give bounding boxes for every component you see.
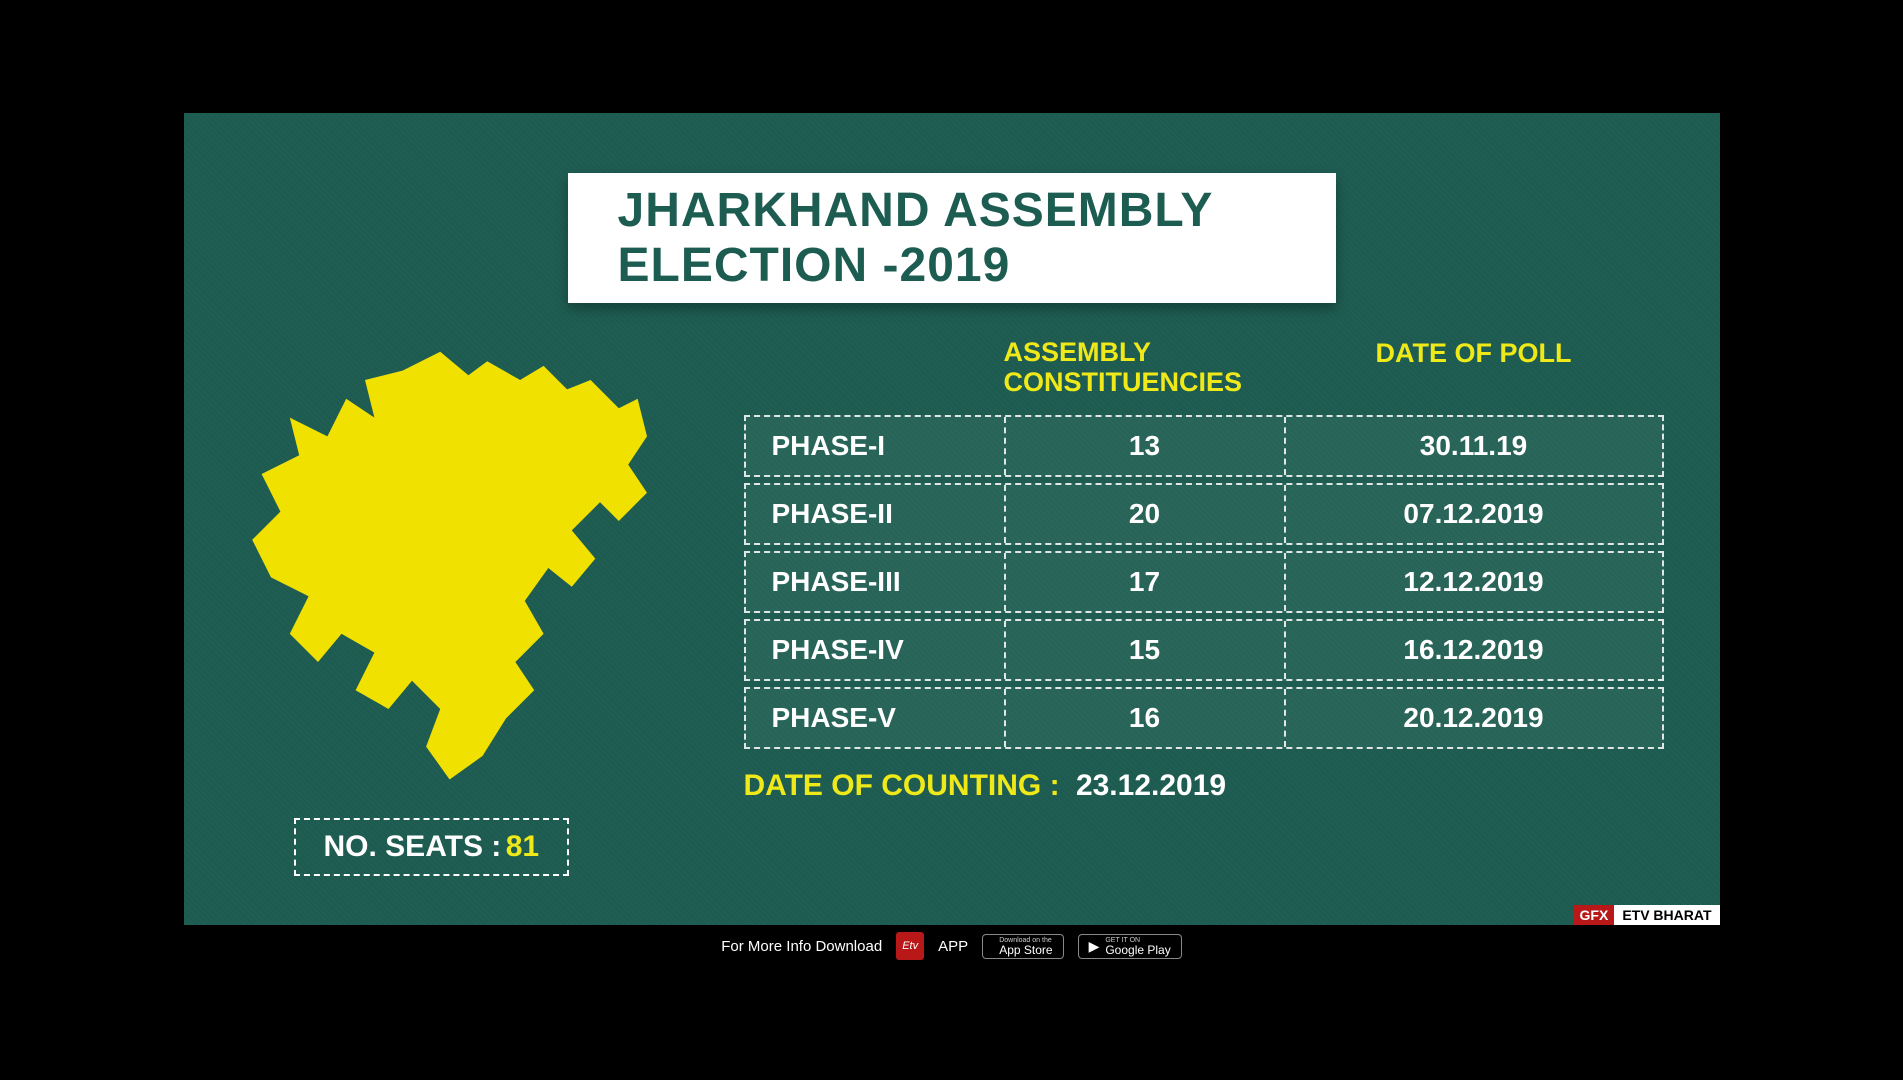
appstore-big: App Store	[999, 944, 1052, 956]
cell-constituencies: 20	[1006, 485, 1286, 543]
table-row: PHASE-IV 15 16.12.2019	[744, 619, 1664, 681]
gplay-big: Google Play	[1105, 944, 1170, 956]
play-icon: ▶	[1089, 938, 1100, 955]
cell-constituencies: 13	[1006, 417, 1286, 475]
counting-value: 23.12.2019	[1076, 769, 1226, 802]
brand-label: ETV BHARAT	[1614, 905, 1719, 925]
footer-text-1: For More Info Download	[721, 938, 882, 955]
map-shape	[252, 352, 647, 780]
table-header: ASSEMBLY CONSTITUENCIES DATE OF POLL	[744, 338, 1664, 397]
table-row: PHASE-III 17 12.12.2019	[744, 551, 1664, 613]
cell-date: 12.12.2019	[1286, 553, 1662, 611]
gfx-brand-tag: GFX ETV BHARAT	[1574, 905, 1720, 925]
footer-text-2: APP	[938, 938, 968, 955]
phases-table: ASSEMBLY CONSTITUENCIES DATE OF POLL PHA…	[744, 338, 1664, 803]
cell-phase: PHASE-II	[746, 485, 1006, 543]
cell-date: 07.12.2019	[1286, 485, 1662, 543]
th-phase	[744, 338, 1004, 397]
cell-constituencies: 16	[1006, 689, 1286, 747]
appstore-badge[interactable]: Download on the App Store	[982, 934, 1063, 959]
cell-constituencies: 17	[1006, 553, 1286, 611]
counting-row: DATE OF COUNTING : 23.12.2019	[744, 769, 1664, 803]
seats-label: NO. SEATS :	[324, 830, 502, 863]
seats-box: NO. SEATS : 81	[294, 818, 570, 876]
cell-date: 30.11.19	[1286, 417, 1662, 475]
seats-value: 81	[506, 830, 539, 863]
counting-label: DATE OF COUNTING :	[744, 769, 1060, 802]
etv-logo-icon: Etv	[896, 932, 924, 960]
table-row: PHASE-II 20 07.12.2019	[744, 483, 1664, 545]
cell-phase: PHASE-V	[746, 689, 1006, 747]
title-text: JHARKHAND ASSEMBLY ELECTION -2019	[618, 184, 1213, 292]
cell-constituencies: 15	[1006, 621, 1286, 679]
gfx-label: GFX	[1574, 905, 1615, 925]
th-constituencies: ASSEMBLY CONSTITUENCIES	[1004, 338, 1284, 397]
table-body: PHASE-I 13 30.11.19 PHASE-II 20 07.12.20…	[744, 415, 1664, 749]
cell-phase: PHASE-IV	[746, 621, 1006, 679]
cell-phase: PHASE-I	[746, 417, 1006, 475]
cell-phase: PHASE-III	[746, 553, 1006, 611]
title-banner: JHARKHAND ASSEMBLY ELECTION -2019	[568, 173, 1336, 303]
cell-date: 20.12.2019	[1286, 689, 1662, 747]
infographic-canvas: JHARKHAND ASSEMBLY ELECTION -2019 NO. SE…	[184, 113, 1720, 967]
footer-bar: For More Info Download Etv APP Download …	[184, 925, 1720, 967]
cell-date: 16.12.2019	[1286, 621, 1662, 679]
th-date: DATE OF POLL	[1284, 338, 1664, 397]
table-row: PHASE-I 13 30.11.19	[744, 415, 1664, 477]
map-svg	[224, 333, 694, 803]
googleplay-badge[interactable]: ▶ GET IT ON Google Play	[1078, 934, 1182, 959]
jharkhand-map	[224, 333, 694, 803]
table-row: PHASE-V 16 20.12.2019	[744, 687, 1664, 749]
